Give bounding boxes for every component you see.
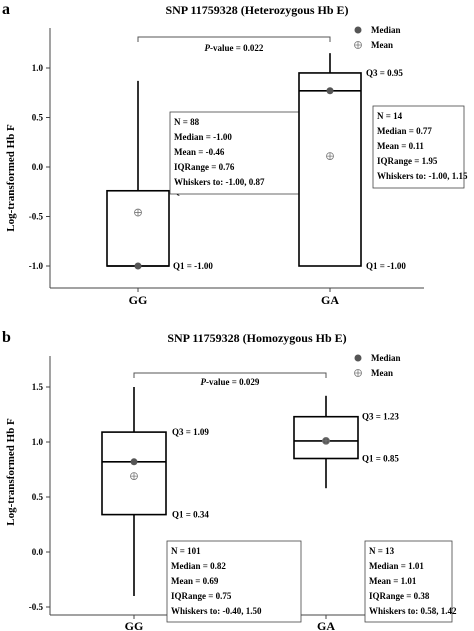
- stats-line: Whiskers to: -1.00, 0.87: [174, 177, 265, 187]
- q1-label: Q1 = 0.85: [362, 454, 399, 464]
- pvalue-text: -value = 0.029: [206, 377, 260, 387]
- legend-mean-cross: [354, 41, 362, 49]
- q3-label: Q3 = 1.09: [172, 427, 209, 437]
- iqr-box: [106, 189, 170, 267]
- panel-label: a: [2, 1, 10, 18]
- q1-label: Q1 = -1.00: [366, 261, 406, 271]
- y-tick-label: -0.5: [29, 212, 44, 222]
- panel-a: a SNP 11759328 (Heterozygous Hb E) 1.0 0.5 0…: [2, 1, 468, 307]
- stats-line: IQRange = 1.95: [377, 156, 438, 166]
- y-tick-label: -1.0: [29, 261, 44, 271]
- y-axis-label: Log-transformed Hb F: [5, 418, 17, 526]
- y-tick-label: 0.0: [32, 547, 44, 557]
- stats-line: Mean = 0.11: [377, 141, 424, 151]
- mean-cross: [322, 437, 330, 445]
- x-category-label: GG: [125, 619, 144, 631]
- stats-line: Whiskers to: -1.00, 1.15: [377, 171, 468, 181]
- legend-median-marker: [354, 354, 362, 362]
- stats-line: N = 88: [174, 117, 200, 127]
- box-group-gg: Q3 = 1.09 Q1 = 0.34 N = 101 Median = 0.82 Me…: [101, 387, 302, 623]
- mean-cross: [326, 152, 334, 160]
- box-group-ga: Q3 = 0.95 Q1 = -1.00 N = 14 Median = 0.77 Me…: [298, 53, 468, 271]
- median-marker: [134, 262, 142, 270]
- y-tick-label: 1.0: [32, 63, 44, 73]
- stats-box-frame: [372, 105, 465, 189]
- legend-median-label: Median: [371, 353, 401, 363]
- legend: Median Mean: [354, 25, 401, 50]
- pvalue-bracket: [133, 372, 327, 378]
- panel-label: b: [2, 329, 11, 346]
- stats-line: Whiskers to: 0.58, 1.42: [369, 606, 457, 616]
- pvalue-bracket: [137, 36, 331, 42]
- stats-line: IQRange = 0.76: [174, 162, 235, 172]
- x-category-label: GA: [321, 293, 339, 307]
- y-tick-label: 0.5: [32, 113, 44, 123]
- pvalue-label: P-value = 0.029: [201, 377, 260, 387]
- x-category-label: GG: [129, 293, 148, 307]
- stats-box: N = 14 Median = 0.77 Mean = 0.11 IQRange = …: [372, 105, 468, 189]
- stats-box: N = 13 Median = 1.01 Mean = 1.01 IQRange = …: [364, 540, 457, 623]
- chart-title: SNP 11759328 (Heterozygous Hb E): [165, 3, 348, 17]
- mean-cross: [134, 209, 142, 217]
- stats-line: Whiskers to: -0.40, 1.50: [171, 606, 262, 616]
- stats-line: N = 101: [171, 546, 201, 556]
- y-tick-label: 0.0: [32, 162, 44, 172]
- stats-box-frame: [166, 540, 302, 623]
- legend-mean-cross: [354, 369, 362, 377]
- median-marker: [326, 87, 334, 95]
- y-tick-label: 1.0: [32, 437, 44, 447]
- median-marker: [130, 458, 138, 466]
- q3-label: Q3 = 0.95: [366, 68, 403, 78]
- panel-b: b SNP 11759328 (Homozygous Hb E) 1.5 1.0 0.5…: [2, 329, 457, 631]
- y-tick-label: 1.5: [32, 382, 44, 392]
- box-group-ga: Q3 = 1.23 Q1 = 0.85 N = 13 Median = 1.01 Mea…: [293, 395, 457, 623]
- legend-mean-label: Mean: [371, 368, 393, 378]
- stats-line: N = 13: [369, 546, 395, 556]
- legend-median-label: Median: [371, 25, 401, 35]
- pvalue-symbol: P: [201, 377, 207, 387]
- pvalue-symbol: P: [205, 43, 211, 53]
- chart-title: SNP 11759328 (Homozygous Hb E): [167, 331, 346, 345]
- q3-label: Q3 = 1.23: [362, 412, 399, 422]
- stats-line: Mean = 0.69: [171, 576, 219, 586]
- legend-median-marker: [354, 26, 362, 34]
- stats-line: IQRange = 0.38: [369, 591, 430, 601]
- stats-line: N = 14: [377, 111, 403, 121]
- stats-line: Median = 1.01: [369, 561, 424, 571]
- stats-line: IQRange = 0.75: [171, 591, 232, 601]
- q1-label: Q1 = -1.00: [173, 261, 213, 271]
- pvalue-label: P-value = 0.022: [205, 43, 264, 53]
- stats-line: Mean = -0.46: [174, 147, 225, 157]
- stats-line: Mean = 1.01: [369, 576, 417, 586]
- y-axis-label: Log-transformed Hb F: [5, 124, 17, 232]
- iqr-box: [298, 72, 362, 267]
- stats-line: Median = 0.77: [377, 126, 432, 136]
- x-category-label: GA: [317, 619, 335, 631]
- stats-line: Median = -1.00: [174, 132, 232, 142]
- y-tick-label: 0.5: [32, 492, 44, 502]
- mean-cross: [130, 472, 138, 480]
- legend-mean-label: Mean: [371, 40, 393, 50]
- pvalue-text: -value = 0.022: [210, 43, 264, 53]
- stats-box: N = 88 Median = -1.00 Mean = -0.46 IQRange …: [169, 111, 300, 195]
- stats-line: Median = 0.82: [171, 561, 226, 571]
- stats-box: N = 101 Median = 0.82 Mean = 0.69 IQRange =…: [166, 540, 302, 623]
- y-tick-label: -0.5: [29, 602, 44, 612]
- legend: Median Mean: [354, 353, 401, 378]
- stats-box-frame: [364, 540, 453, 623]
- q1-label: Q1 = 0.34: [172, 510, 209, 520]
